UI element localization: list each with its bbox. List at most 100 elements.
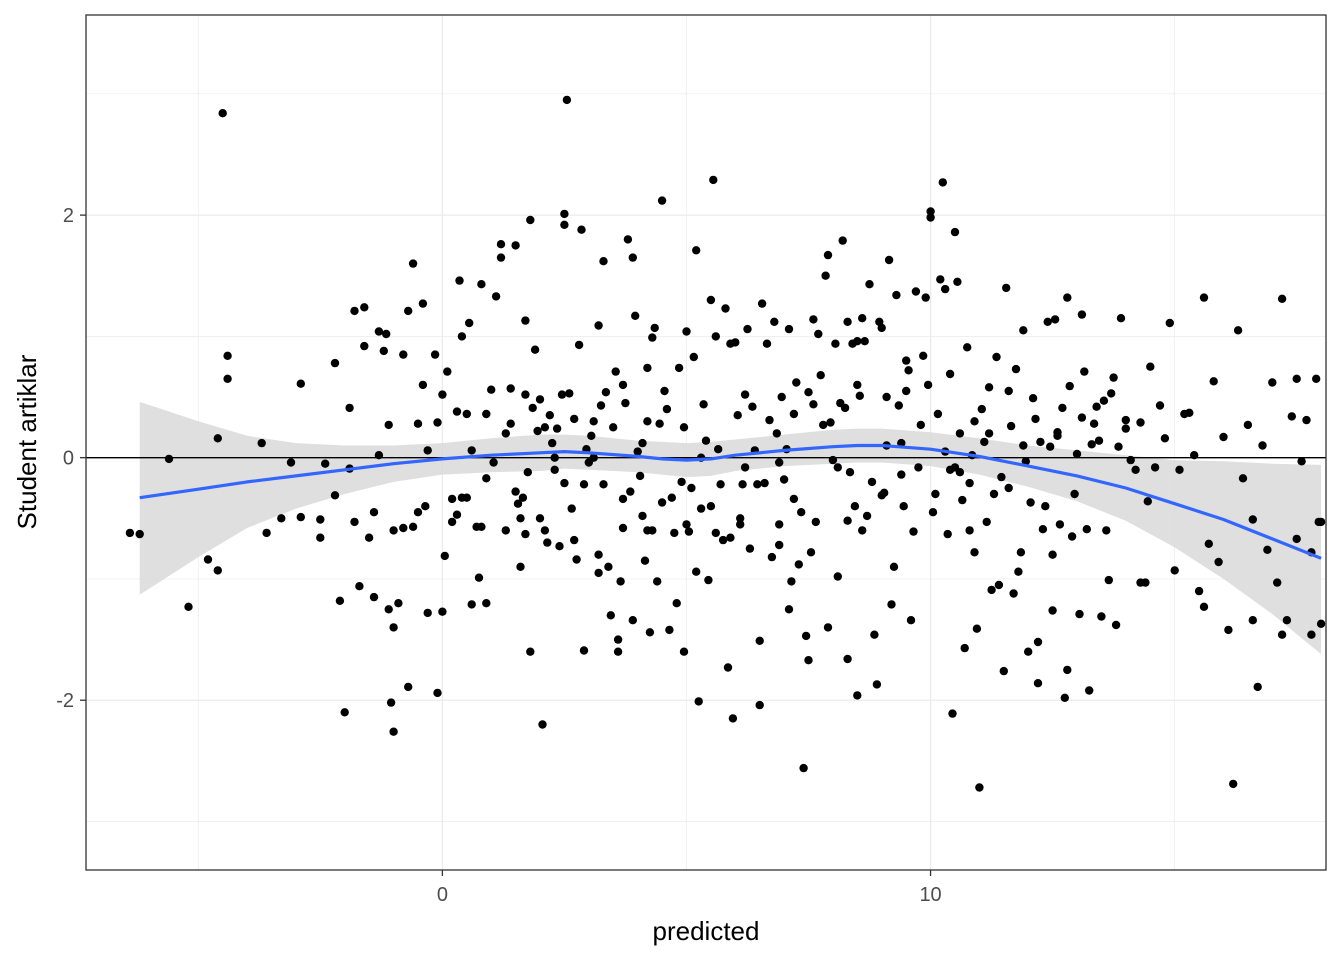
data-point: [638, 438, 647, 448]
data-point: [950, 227, 960, 237]
data-point: [1019, 326, 1028, 335]
data-point: [1175, 465, 1184, 474]
data-point: [594, 568, 603, 578]
data-point: [618, 494, 628, 504]
data-point: [1070, 489, 1079, 499]
data-point: [408, 259, 418, 268]
data-point: [369, 592, 379, 602]
data-point: [213, 434, 222, 443]
data-point: [1107, 389, 1116, 398]
data-point: [1121, 424, 1131, 433]
data-point: [528, 403, 537, 413]
data-point: [684, 527, 694, 536]
data-point: [538, 720, 547, 729]
data-point: [1077, 310, 1087, 319]
data-point: [958, 495, 967, 505]
data-point: [823, 623, 833, 632]
data-points: [125, 95, 1326, 792]
data-point: [955, 429, 965, 438]
data-point: [360, 303, 369, 312]
data-point: [655, 419, 664, 428]
data-point: [953, 277, 962, 286]
data-point: [645, 628, 655, 637]
data-point: [804, 388, 813, 397]
x-axis-title: predicted: [653, 916, 760, 946]
data-point: [404, 682, 413, 692]
data-point: [772, 429, 781, 438]
data-point: [1065, 381, 1074, 391]
data-point: [1258, 441, 1267, 450]
data-point: [1063, 293, 1072, 302]
data-point: [1268, 378, 1277, 387]
data-point: [1028, 394, 1038, 403]
data-point: [384, 420, 393, 430]
data-point: [1146, 362, 1155, 371]
data-point: [1116, 314, 1126, 323]
data-point: [916, 420, 925, 430]
data-point: [452, 510, 462, 519]
data-point: [914, 463, 923, 472]
data-point: [594, 321, 603, 330]
y-tick-label: -2: [56, 690, 74, 712]
data-point: [1004, 483, 1013, 493]
data-point: [203, 555, 213, 564]
data-point: [823, 250, 833, 260]
data-point: [1102, 526, 1111, 535]
data-point: [897, 470, 906, 479]
data-point: [628, 616, 637, 625]
data-point: [838, 236, 847, 245]
data-point: [843, 317, 852, 326]
data-point: [570, 414, 579, 424]
data-point: [767, 552, 777, 562]
data-point: [540, 526, 550, 535]
data-point: [330, 358, 340, 368]
data-point: [911, 287, 921, 296]
data-point: [1199, 293, 1209, 302]
data-point: [1136, 578, 1145, 587]
data-point: [589, 453, 598, 462]
data-point: [931, 489, 940, 499]
data-point: [933, 409, 943, 419]
data-point: [1224, 625, 1233, 635]
data-point: [1048, 606, 1057, 615]
data-point: [801, 631, 811, 641]
data-point: [447, 517, 457, 527]
data-point: [892, 290, 901, 300]
data-point: [613, 635, 623, 644]
data-point: [980, 437, 989, 447]
data-point: [775, 520, 784, 529]
data-point: [843, 654, 852, 664]
data-point: [465, 318, 474, 328]
data-point: [457, 332, 467, 341]
data-point: [1199, 602, 1209, 611]
data-point: [643, 526, 652, 535]
data-point: [223, 351, 232, 360]
data-point: [674, 363, 684, 373]
data-point: [599, 257, 608, 266]
data-point: [164, 454, 174, 464]
data-point: [433, 418, 442, 427]
data-point: [1048, 550, 1057, 559]
data-point: [1002, 283, 1011, 293]
data-point: [404, 306, 413, 316]
data-point: [340, 708, 349, 717]
data-point: [1080, 367, 1089, 376]
data-point: [784, 605, 794, 614]
data-point: [1060, 693, 1070, 702]
data-point: [1038, 525, 1048, 534]
data-point: [491, 292, 501, 301]
data-point: [718, 535, 728, 545]
data-point: [557, 390, 567, 399]
data-point: [399, 523, 408, 533]
data-point: [618, 380, 628, 390]
data-point: [257, 438, 266, 448]
data-point: [740, 463, 750, 472]
data-point: [350, 517, 359, 527]
data-point: [467, 600, 476, 609]
data-point: [711, 332, 720, 341]
data-point: [989, 489, 999, 499]
data-point: [919, 351, 928, 360]
data-point: [1307, 630, 1316, 639]
data-point: [726, 339, 735, 348]
data-point: [1097, 612, 1106, 621]
